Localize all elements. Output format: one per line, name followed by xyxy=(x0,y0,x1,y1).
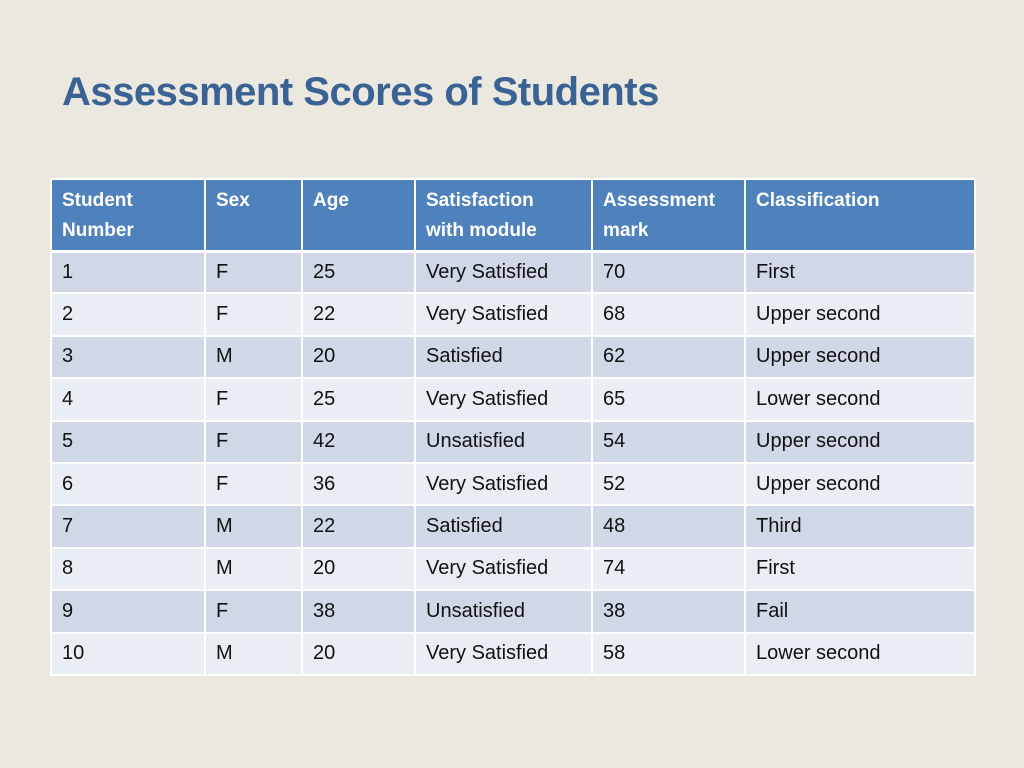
cell-sex: F xyxy=(204,461,303,507)
cell-assessment-mark: 70 xyxy=(591,249,746,295)
cell-student-number: 10 xyxy=(50,631,206,676)
header-line: Sex xyxy=(216,190,250,211)
table-row: 9 F 38 Unsatisfied 38 Fail xyxy=(50,589,976,634)
cell-satisfaction: Very Satisfied xyxy=(414,546,593,592)
cell-satisfaction: Very Satisfied xyxy=(414,631,593,676)
cell-satisfaction: Very Satisfied xyxy=(414,461,593,507)
header-sex: Sex xyxy=(204,178,303,253)
cell-sex: F xyxy=(204,589,303,634)
cell-satisfaction: Unsatisfied xyxy=(414,419,593,464)
cell-age: 25 xyxy=(301,377,416,422)
cell-student-number: 7 xyxy=(50,504,206,549)
cell-student-number: 9 xyxy=(50,589,206,634)
header-line: Satisfaction xyxy=(426,190,534,211)
cell-age: 20 xyxy=(301,631,416,676)
cell-satisfaction: Unsatisfied xyxy=(414,589,593,634)
header-line: Classification xyxy=(756,190,880,211)
cell-sex: M xyxy=(204,546,303,592)
slide-title: Assessment Scores of Students xyxy=(62,70,659,114)
header-line: Assessment xyxy=(603,190,715,211)
header-line: Age xyxy=(313,190,349,211)
cell-sex: F xyxy=(204,249,303,295)
header-line: with module xyxy=(426,220,537,241)
cell-student-number: 5 xyxy=(50,419,206,464)
table-header-row: Student Number Sex Age Satisfaction with… xyxy=(50,178,976,253)
cell-student-number: 1 xyxy=(50,249,206,295)
table-row: 4 F 25 Very Satisfied 65 Lower second xyxy=(50,377,976,422)
cell-classification: Third xyxy=(744,504,976,549)
cell-classification: Fail xyxy=(744,589,976,634)
cell-satisfaction: Satisfied xyxy=(414,504,593,549)
table-row: 5 F 42 Unsatisfied 54 Upper second xyxy=(50,419,976,464)
cell-sex: M xyxy=(204,334,303,380)
cell-student-number: 6 xyxy=(50,461,206,507)
cell-sex: F xyxy=(204,292,303,337)
cell-student-number: 3 xyxy=(50,334,206,380)
header-age: Age xyxy=(301,178,416,253)
table-row: 10 M 20 Very Satisfied 58 Lower second xyxy=(50,631,976,676)
table-row: 7 M 22 Satisfied 48 Third xyxy=(50,504,976,549)
cell-student-number: 4 xyxy=(50,377,206,422)
cell-classification: First xyxy=(744,249,976,295)
cell-age: 22 xyxy=(301,292,416,337)
cell-assessment-mark: 68 xyxy=(591,292,746,337)
cell-age: 25 xyxy=(301,249,416,295)
cell-sex: M xyxy=(204,504,303,549)
cell-age: 42 xyxy=(301,419,416,464)
cell-assessment-mark: 48 xyxy=(591,504,746,549)
table-row: 6 F 36 Very Satisfied 52 Upper second xyxy=(50,461,976,507)
cell-student-number: 2 xyxy=(50,292,206,337)
table-row: 2 F 22 Very Satisfied 68 Upper second xyxy=(50,292,976,337)
cell-classification: Lower second xyxy=(744,631,976,676)
cell-classification: Upper second xyxy=(744,292,976,337)
cell-classification: Upper second xyxy=(744,461,976,507)
header-assessment-mark: Assessment mark xyxy=(591,178,746,253)
cell-sex: F xyxy=(204,377,303,422)
cell-satisfaction: Very Satisfied xyxy=(414,292,593,337)
cell-classification: Upper second xyxy=(744,419,976,464)
cell-age: 22 xyxy=(301,504,416,549)
header-line: mark xyxy=(603,220,649,241)
cell-sex: F xyxy=(204,419,303,464)
cell-satisfaction: Very Satisfied xyxy=(414,377,593,422)
cell-age: 36 xyxy=(301,461,416,507)
cell-assessment-mark: 52 xyxy=(591,461,746,507)
cell-satisfaction: Very Satisfied xyxy=(414,249,593,295)
cell-assessment-mark: 38 xyxy=(591,589,746,634)
header-line: Student xyxy=(62,190,133,211)
cell-student-number: 8 xyxy=(50,546,206,592)
cell-assessment-mark: 58 xyxy=(591,631,746,676)
cell-age: 20 xyxy=(301,546,416,592)
cell-classification: Upper second xyxy=(744,334,976,380)
cell-assessment-mark: 62 xyxy=(591,334,746,380)
cell-age: 38 xyxy=(301,589,416,634)
cell-classification: First xyxy=(744,546,976,592)
header-classification: Classification xyxy=(744,178,976,253)
header-line: Number xyxy=(62,220,134,241)
cell-age: 20 xyxy=(301,334,416,380)
cell-assessment-mark: 54 xyxy=(591,419,746,464)
table-row: 3 M 20 Satisfied 62 Upper second xyxy=(50,334,976,380)
header-student-number: Student Number xyxy=(50,178,206,253)
assessment-scores-table: Student Number Sex Age Satisfaction with… xyxy=(50,178,976,676)
cell-sex: M xyxy=(204,631,303,676)
table-row: 8 M 20 Very Satisfied 74 First xyxy=(50,546,976,592)
header-satisfaction: Satisfaction with module xyxy=(414,178,593,253)
cell-classification: Lower second xyxy=(744,377,976,422)
table-row: 1 F 25 Very Satisfied 70 First xyxy=(50,249,976,295)
cell-satisfaction: Satisfied xyxy=(414,334,593,380)
cell-assessment-mark: 65 xyxy=(591,377,746,422)
cell-assessment-mark: 74 xyxy=(591,546,746,592)
